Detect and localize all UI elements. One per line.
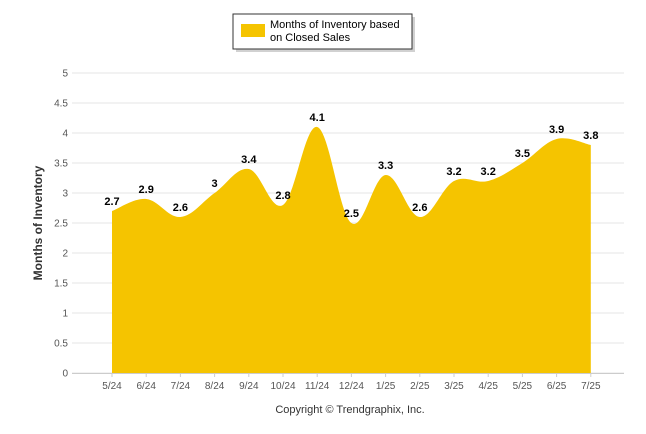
data-label: 2.7	[104, 196, 119, 208]
x-tick-label: 7/25	[581, 381, 601, 392]
legend-label-line-2: on Closed Sales	[270, 32, 351, 44]
series-area	[112, 126, 591, 373]
data-label: 3.4	[241, 154, 257, 166]
x-tick-label: 3/25	[444, 381, 464, 392]
legend-label-line-1: Months of Inventory based	[270, 19, 400, 31]
x-axis-ticks: 5/24 6/24 7/24 8/24 9/24 10/24 11/24 12/24 1/25 2…	[102, 373, 601, 392]
data-label: 4.1	[310, 112, 325, 124]
y-tick-label: 4.5	[54, 99, 68, 110]
y-axis-ticks: 0 0.5 1 1.5 2 2.5 3 3.5 4 4.5 5	[54, 69, 68, 380]
y-tick-label: 3	[62, 189, 68, 200]
data-label: 3.2	[481, 166, 496, 178]
y-tick-label: 3.5	[54, 159, 68, 170]
y-axis-label: Months of Inventory	[31, 165, 45, 280]
data-label: 2.9	[139, 184, 154, 196]
x-tick-label: 8/24	[205, 381, 225, 392]
x-tick-label: 5/25	[513, 381, 533, 392]
data-label: 2.6	[173, 202, 188, 214]
x-tick-label: 2/25	[410, 381, 430, 392]
y-tick-label: 1	[62, 309, 68, 320]
x-tick-label: 9/24	[239, 381, 259, 392]
x-tick-label: 1/25	[376, 381, 396, 392]
y-tick-label: 1.5	[54, 279, 68, 290]
x-tick-label: 12/24	[339, 381, 364, 392]
data-label: 3.8	[583, 130, 598, 142]
x-tick-label: 4/25	[478, 381, 498, 392]
y-tick-label: 2.5	[54, 219, 68, 230]
data-label: 3.2	[446, 166, 461, 178]
data-label: 3.5	[515, 148, 530, 160]
x-tick-label: 11/24	[305, 381, 330, 392]
data-label: 2.8	[275, 190, 290, 202]
legend: Months of Inventory based on Closed Sale…	[232, 13, 415, 52]
x-tick-label: 5/24	[102, 381, 122, 392]
data-label: 3.9	[549, 124, 564, 136]
data-label: 2.6	[412, 202, 427, 214]
y-tick-label: 0	[62, 369, 68, 380]
x-tick-label: 10/24	[270, 381, 295, 392]
y-tick-label: 4	[62, 129, 68, 140]
data-labels: 2.7 2.9 2.6 3 3.4 2.8 4.1 2.5 3.3 2.6 3.2 3.2 3.5 3.9…	[104, 112, 598, 220]
legend-swatch	[241, 24, 265, 37]
y-tick-label: 5	[62, 69, 68, 80]
y-tick-label: 0.5	[54, 339, 68, 350]
data-label: 3	[212, 178, 218, 190]
data-label: 3.3	[378, 160, 393, 172]
copyright-credit: Copyright © Trendgraphix, Inc.	[275, 404, 424, 416]
x-tick-label: 6/25	[547, 381, 567, 392]
data-label: 2.5	[344, 208, 359, 220]
x-tick-label: 6/24	[136, 381, 156, 392]
y-tick-label: 2	[62, 249, 68, 260]
x-tick-label: 7/24	[171, 381, 191, 392]
